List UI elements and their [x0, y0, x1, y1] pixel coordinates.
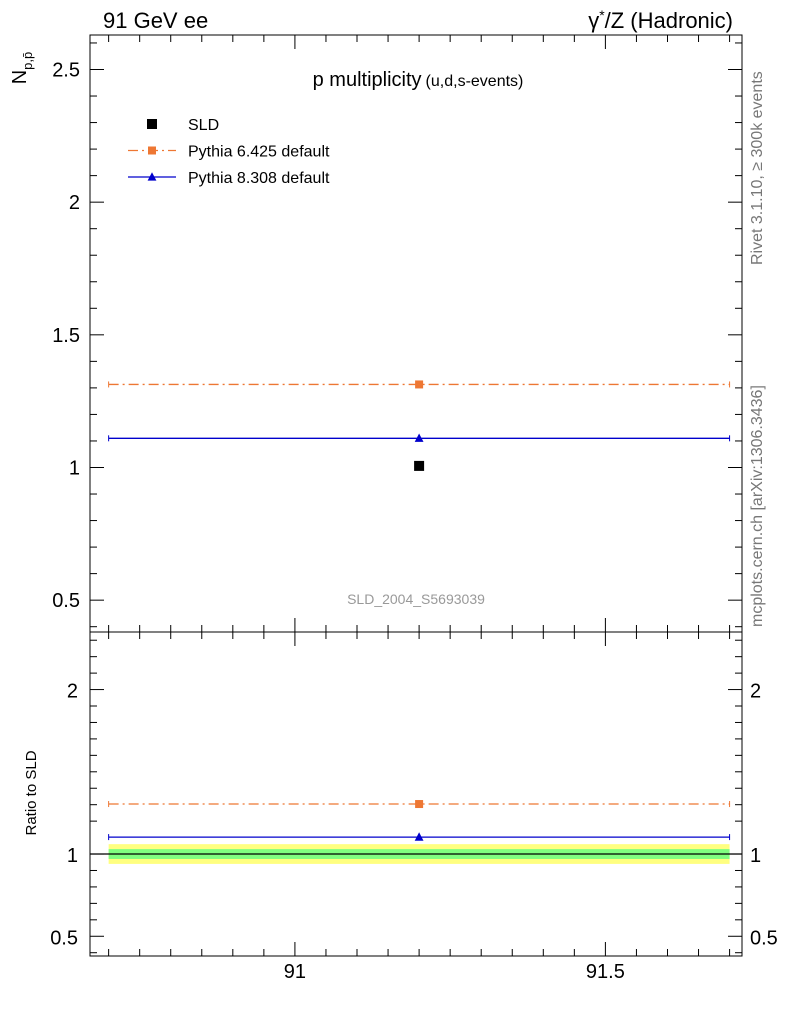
data-point [414, 460, 425, 471]
data-point [148, 146, 156, 155]
data-point [414, 433, 424, 442]
data-point [414, 832, 424, 841]
ratio-ticks: 0.5 0.5 1 1 2 2 91 91.5 [50, 632, 778, 983]
rivet-version-label: Rivet 3.1.10, ≥ 300k events [749, 71, 766, 265]
y-tick-label: 1 [69, 457, 80, 479]
y-tick-label: 2 [69, 192, 80, 214]
x-tick-label: 91 [284, 961, 306, 983]
data-point [415, 380, 424, 389]
legend-label: SLD [188, 117, 219, 134]
data-point [147, 172, 157, 181]
ratio-panel: 0.5 0.5 1 1 2 2 91 91.5 Ratio to SLD [23, 631, 778, 983]
main-data [108, 380, 731, 471]
ratio-y-tick-label-left: 1 [67, 845, 78, 867]
y-axis-title: Np,p̄ [9, 52, 35, 85]
ratio-y-tick-label-right: 2 [750, 681, 761, 703]
process-label: γ*/Z (Hadronic) [588, 7, 733, 33]
y-tick-label: 0.5 [52, 590, 80, 612]
main-panel: 0.5 1 1.5 2 2.5 p multiplicity (u,d,s-events)… [9, 34, 743, 633]
main-ticks: 0.5 1 1.5 2 2.5 [52, 35, 742, 632]
y-tick-label: 2.5 [52, 59, 80, 81]
ratio-y-tick-label-left: 0.5 [50, 927, 78, 949]
legend: SLD Pythia 6.425 default Pythia 8.308 defa… [128, 117, 330, 187]
ratio-frame [89, 631, 743, 957]
ratio-y-tick-label-right: 0.5 [750, 927, 778, 949]
plot-title: p multiplicity (u,d,s-events) [313, 69, 524, 91]
energy-label: 91 GeV ee [103, 8, 208, 33]
ratio-y-axis-title: Ratio to SLD [23, 750, 40, 835]
y-tick-label: 1.5 [52, 325, 80, 347]
x-tick-label: 91.5 [586, 961, 625, 983]
data-point [147, 119, 157, 129]
legend-label: Pythia 8.308 default [188, 170, 330, 187]
ratio-y-tick-label-left: 2 [67, 681, 78, 703]
source-label: mcplots.cern.ch [arXiv:1306.3436] [749, 385, 766, 627]
legend-label: Pythia 6.425 default [188, 144, 330, 161]
ratio-y-tick-label-right: 1 [750, 845, 761, 867]
analysis-watermark: SLD_2004_S5693039 [347, 591, 485, 607]
ratio-data [90, 800, 742, 864]
data-point [415, 800, 424, 809]
